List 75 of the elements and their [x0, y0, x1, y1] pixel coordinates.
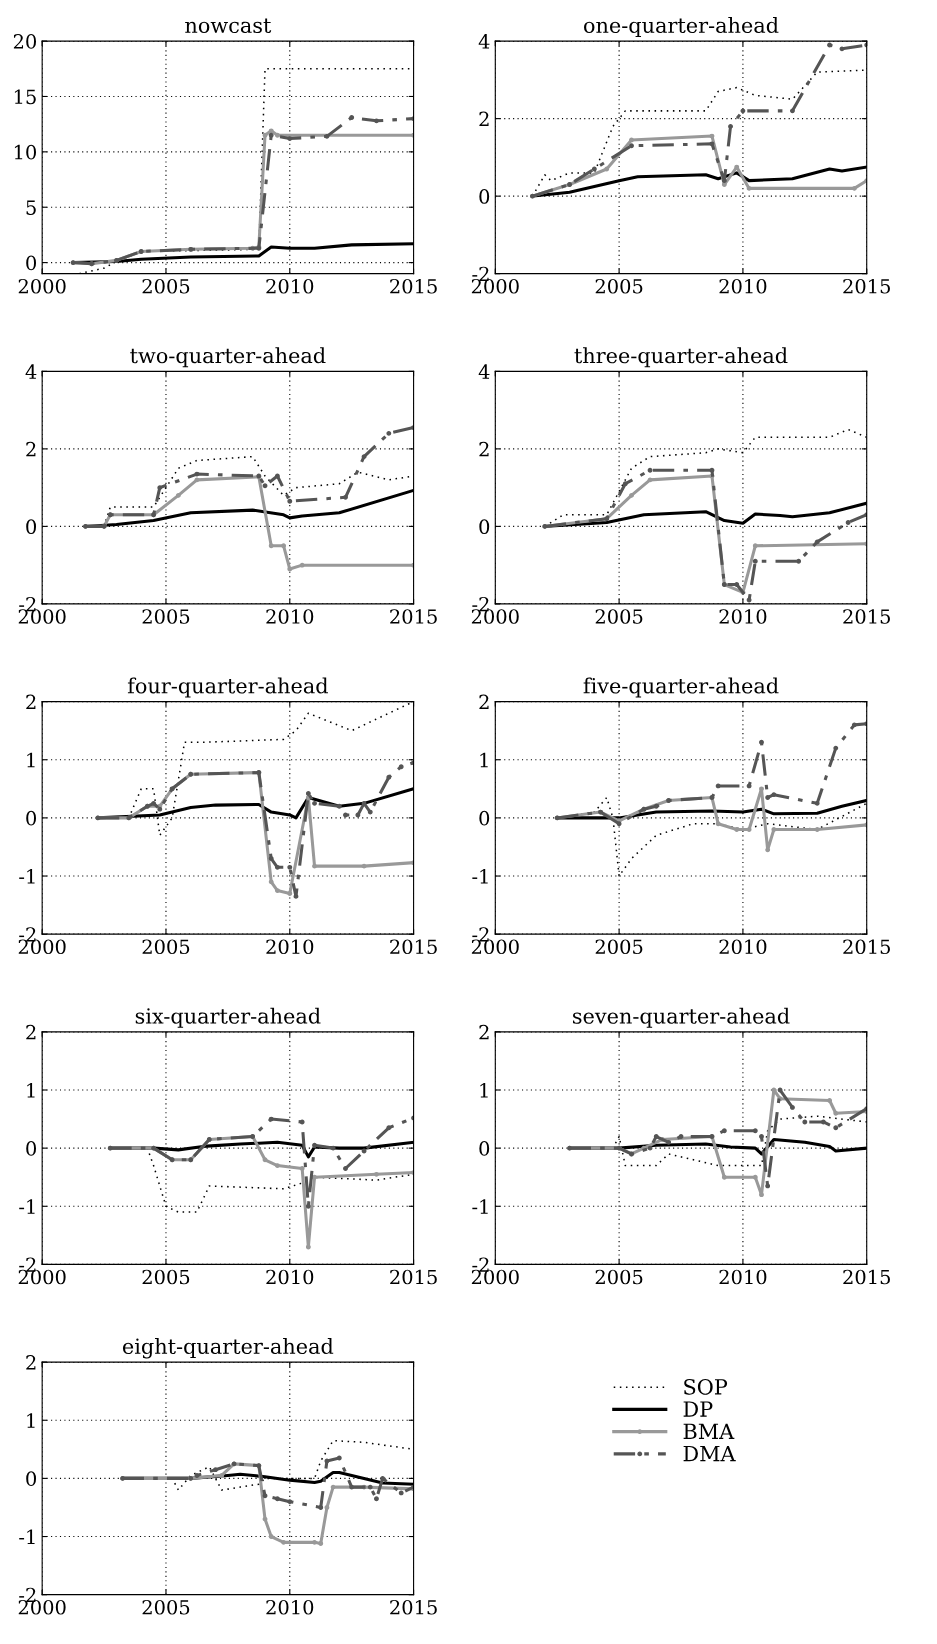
- y-tick-label: 4: [25, 364, 37, 379]
- chart-title: two-quarter-ahead: [130, 347, 326, 368]
- chart-title: eight-quarter-ahead: [122, 1337, 334, 1359]
- x-tick-label: 2005: [142, 1269, 190, 1285]
- y-tick-label: -1: [472, 868, 488, 884]
- x-tick-label: 2015: [843, 1269, 890, 1285]
- chart-title: seven-quarter-ahead: [573, 1007, 790, 1028]
- x-tick-label: 2005: [595, 609, 643, 624]
- x-tick-label: 2010: [266, 939, 314, 955]
- y-tick-label: -1: [19, 868, 35, 884]
- legend-label: DMA: [683, 1445, 736, 1462]
- y-tick-label: 5: [26, 200, 36, 215]
- x-tick-label: 2005: [142, 609, 190, 624]
- y-tick-label: 15: [14, 89, 36, 105]
- y-tick-label: 2: [479, 111, 489, 127]
- x-tick-label: 2005: [595, 1269, 643, 1285]
- y-tick-label: 10: [14, 144, 37, 160]
- y-tick-label: 2: [479, 1024, 489, 1040]
- chart-title: three-quarter-ahead: [574, 347, 788, 368]
- x-tick-label: 2010: [266, 1269, 314, 1285]
- y-tick-label: 2: [26, 694, 36, 709]
- x-tick-label: 2010: [266, 609, 314, 624]
- x-tick-label: 2010: [719, 1269, 767, 1285]
- y-tick-label: 1: [27, 1082, 35, 1098]
- x-tick-label: 2010: [719, 278, 767, 294]
- chart-title: five-quarter-ahead: [583, 677, 779, 698]
- y-tick-label: 0: [479, 1141, 490, 1156]
- x-tick-label: 2015: [390, 1599, 437, 1615]
- y-tick-label: 0: [479, 519, 490, 535]
- x-tick-label: 2000: [18, 278, 66, 294]
- y-tick-label: -1: [472, 1199, 488, 1214]
- y-tick-label: 4: [478, 364, 490, 379]
- legend-label: SOP: [684, 1378, 728, 1395]
- y-tick-label: 0: [26, 1471, 37, 1487]
- y-tick-label: 2: [26, 441, 36, 457]
- x-tick-label: 2015: [390, 939, 437, 955]
- y-tick-label: 1: [27, 1413, 35, 1428]
- x-tick-label: 2005: [142, 939, 190, 955]
- x-tick-label: 2005: [595, 939, 643, 955]
- x-tick-label: 2010: [719, 609, 767, 624]
- x-tick-label: 2015: [843, 939, 890, 955]
- chart-title: one-quarter-ahead: [584, 16, 779, 38]
- x-tick-label: 2005: [595, 278, 643, 294]
- y-tick-label: 2: [26, 1024, 36, 1040]
- x-tick-label: 2015: [390, 609, 437, 624]
- y-tick-label: 1: [480, 752, 488, 768]
- x-tick-label: 2015: [843, 609, 890, 624]
- y-tick-label: 0: [26, 810, 37, 826]
- x-tick-label: 2010: [719, 939, 767, 955]
- y-tick-label: 0: [26, 1141, 37, 1156]
- x-tick-label: 2005: [142, 1599, 190, 1615]
- y-tick-label: 0: [26, 519, 37, 535]
- y-tick-label: -1: [19, 1199, 35, 1214]
- chart-title: nowcast: [185, 18, 272, 34]
- y-tick-label: 0: [26, 255, 37, 271]
- y-tick-label: 2: [26, 1355, 36, 1370]
- y-tick-label: 2: [479, 694, 489, 709]
- x-tick-label: 2010: [266, 278, 314, 294]
- x-tick-label: 2010: [266, 1599, 314, 1615]
- y-tick-label: 0: [479, 810, 490, 826]
- y-tick-label: 2: [479, 441, 489, 457]
- chart-title: six-quarter-ahead: [135, 1007, 321, 1028]
- y-tick-label: 1: [480, 1082, 488, 1098]
- x-tick-label: 2005: [142, 278, 190, 294]
- y-tick-label: 0: [479, 189, 490, 204]
- x-tick-label: 2015: [390, 278, 437, 294]
- y-tick-label: 20: [13, 34, 37, 49]
- x-tick-label: 2015: [843, 278, 890, 294]
- legend-label: DP: [683, 1401, 713, 1417]
- y-tick-label: -1: [19, 1529, 35, 1544]
- legend-label: BMA: [683, 1423, 735, 1439]
- y-tick-label: 4: [478, 34, 490, 49]
- x-tick-label: 2015: [390, 1269, 437, 1285]
- chart-title: four-quarter-ahead: [127, 677, 328, 698]
- y-tick-label: 1: [27, 752, 35, 768]
